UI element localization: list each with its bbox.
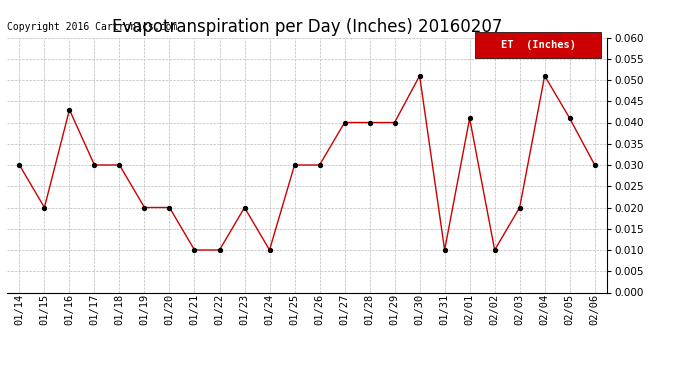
Point bbox=[514, 204, 525, 210]
Bar bbox=[475, 32, 601, 58]
Text: Copyright 2016 Cartronics.com: Copyright 2016 Cartronics.com bbox=[7, 22, 177, 32]
Point bbox=[14, 162, 25, 168]
Point bbox=[564, 115, 575, 121]
Title: Evapotranspiration per Day (Inches) 20160207: Evapotranspiration per Day (Inches) 2016… bbox=[112, 18, 502, 36]
Point bbox=[214, 247, 225, 253]
Point bbox=[439, 247, 450, 253]
Point bbox=[389, 120, 400, 126]
Point bbox=[414, 73, 425, 79]
Point bbox=[589, 162, 600, 168]
Point bbox=[139, 204, 150, 210]
Point bbox=[64, 107, 75, 113]
Point bbox=[339, 120, 350, 126]
Point bbox=[89, 162, 100, 168]
Point bbox=[464, 115, 475, 121]
Point bbox=[489, 247, 500, 253]
Point bbox=[539, 73, 550, 79]
Point bbox=[314, 162, 325, 168]
Text: ET  (Inches): ET (Inches) bbox=[501, 40, 575, 50]
Point bbox=[289, 162, 300, 168]
Point bbox=[39, 204, 50, 210]
Point bbox=[239, 204, 250, 210]
Point bbox=[264, 247, 275, 253]
Point bbox=[189, 247, 200, 253]
Point bbox=[114, 162, 125, 168]
Point bbox=[164, 204, 175, 210]
Point bbox=[364, 120, 375, 126]
